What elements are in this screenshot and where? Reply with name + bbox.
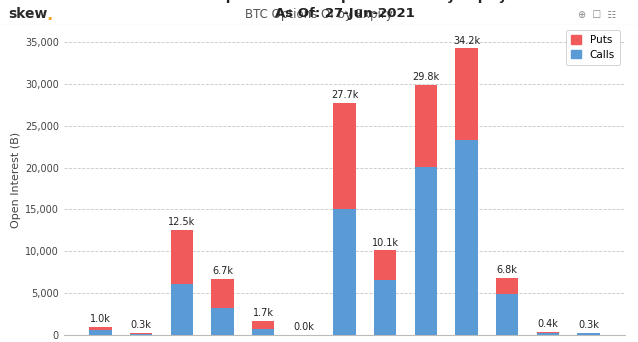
Bar [252,321,274,329]
Bar [170,284,193,335]
Text: 0.4k: 0.4k [537,319,558,329]
Bar [537,332,559,333]
Text: 0.0k: 0.0k [293,322,315,332]
Bar [415,167,437,335]
Bar [456,140,478,335]
Text: skew: skew [8,8,48,22]
Bar [374,280,396,335]
Text: 12.5k: 12.5k [168,218,195,227]
Y-axis label: Open Interest (B): Open Interest (B) [11,132,21,228]
Bar [415,86,437,167]
Bar [211,308,234,335]
Text: 1.7k: 1.7k [253,308,274,318]
Text: 6.7k: 6.7k [212,266,233,276]
Bar [89,327,112,330]
Text: ⊕  ☐  ☷: ⊕ ☐ ☷ [577,10,616,19]
Text: 1.0k: 1.0k [90,314,111,324]
Bar [537,333,559,335]
Text: BTC Options OI by Expiry: BTC Options OI by Expiry [245,8,393,21]
Bar [252,329,274,335]
Text: 27.7k: 27.7k [331,90,358,100]
Text: 29.8k: 29.8k [412,73,440,82]
Bar [170,231,193,284]
Bar [130,333,152,334]
Text: 6.8k: 6.8k [497,265,517,275]
Text: .: . [47,5,53,24]
Text: 0.3k: 0.3k [578,320,599,330]
Bar [496,278,519,294]
Bar [374,250,396,280]
Bar [496,294,519,335]
Bar [456,49,478,140]
Bar [577,333,600,335]
Bar [333,209,356,335]
Text: 0.3k: 0.3k [131,320,152,330]
Text: 34.2k: 34.2k [453,36,480,45]
Legend: Puts, Calls: Puts, Calls [566,30,620,65]
Title: BTC Options Global Open Interest by Expiry
As Of: 27-Jun-2021: BTC Options Global Open Interest by Expi… [181,0,508,20]
Bar [130,334,152,335]
Bar [211,279,234,308]
Text: 10.1k: 10.1k [372,238,399,248]
Bar [89,330,112,335]
Bar [333,103,356,209]
